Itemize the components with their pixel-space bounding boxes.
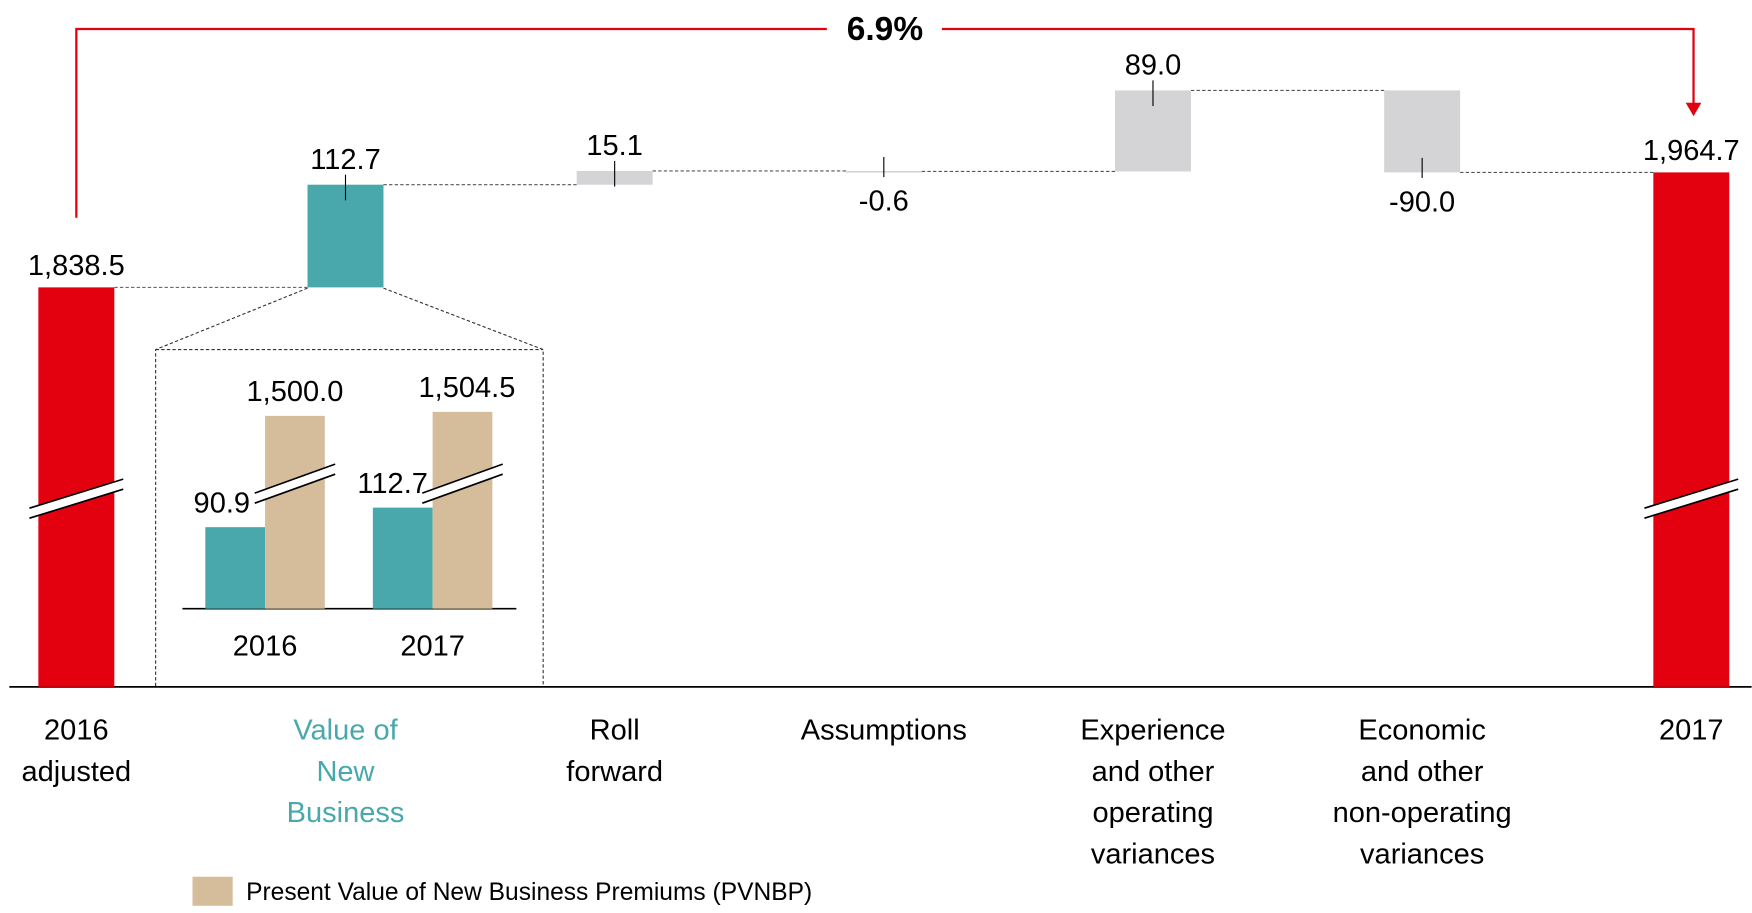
data-label: 1,504.5 [419, 372, 516, 404]
data-label: 1,838.5 [28, 250, 125, 282]
x-tick-label-line: Value of [293, 714, 398, 746]
legend-swatch [192, 876, 233, 906]
data-label: -0.6 [859, 185, 909, 217]
bar [1653, 172, 1730, 687]
x-tick-label-line: adjusted [21, 756, 131, 788]
data-label: 89.0 [1125, 50, 1181, 82]
axis-break [421, 473, 503, 504]
x-tick-label-line: 2016 [44, 714, 109, 746]
x-tick-label-line: and other [1092, 756, 1215, 788]
x-tick-label: 2017 [1659, 714, 1724, 746]
bar [432, 411, 493, 609]
bar [307, 184, 384, 288]
x-tick-label-line: 2017 [1659, 714, 1724, 746]
x-tick-label-line: variances [1360, 838, 1484, 870]
x-tick-label-line: Experience [1080, 714, 1225, 746]
inset-frame [383, 287, 544, 687]
axis-break [1644, 478, 1739, 509]
axis-break [254, 463, 336, 494]
growth-line [75, 27, 827, 218]
x-tick-label-line: operating [1092, 797, 1213, 829]
x-tick-label: 2016 adjusted [21, 714, 131, 787]
x-tick-label: Value of New Business [287, 714, 405, 829]
data-label: 1,500.0 [247, 376, 344, 408]
x-tick-label-line: variances [1091, 838, 1215, 870]
axis-break [29, 479, 124, 519]
growth-line [941, 27, 1695, 108]
bar [265, 415, 325, 609]
bar [372, 507, 433, 609]
x-tick-label-line: Economic [1358, 714, 1485, 746]
data-label: -90.0 [1389, 186, 1455, 218]
data-label: 112.7 [357, 468, 427, 500]
data-label: 1,964.7 [1643, 135, 1740, 167]
axis-break [422, 464, 503, 504]
x-tick-label: Economic and other non-operating variances [1333, 714, 1512, 870]
x-tick-label: Roll forward [566, 714, 663, 787]
axis-break [29, 478, 124, 509]
axis-break [254, 464, 336, 504]
x-tick-label-line: and other [1361, 756, 1484, 788]
x-tick-label: Experience and other operating variances [1080, 714, 1225, 870]
x-tick-label: 2017 [400, 630, 465, 662]
axis-break [1644, 488, 1739, 520]
data-label: 90.9 [194, 487, 250, 519]
bar [205, 527, 266, 609]
x-tick-label-line: Assumptions [801, 714, 967, 746]
x-tick-label: Assumptions [801, 714, 967, 746]
x-tick-label-line: New [316, 756, 375, 788]
x-tick-label-line: forward [566, 756, 663, 788]
axis-break [254, 473, 336, 504]
data-label: 112.7 [310, 144, 380, 176]
growth-annotation: 6.9% [847, 11, 923, 48]
axis-break [29, 488, 124, 520]
x-tick-label: 2016 [233, 630, 298, 662]
axis-break [421, 463, 503, 494]
legend-label: Present Value of New Business Premiums (… [246, 879, 812, 906]
x-tick-label-line: Business [287, 797, 405, 829]
axis-break [1644, 479, 1739, 519]
x-tick-label-line: non-operating [1333, 797, 1512, 829]
data-label: 15.1 [586, 130, 642, 162]
x-tick-label-line: Roll [590, 714, 640, 746]
growth-arrowhead [1685, 102, 1702, 117]
